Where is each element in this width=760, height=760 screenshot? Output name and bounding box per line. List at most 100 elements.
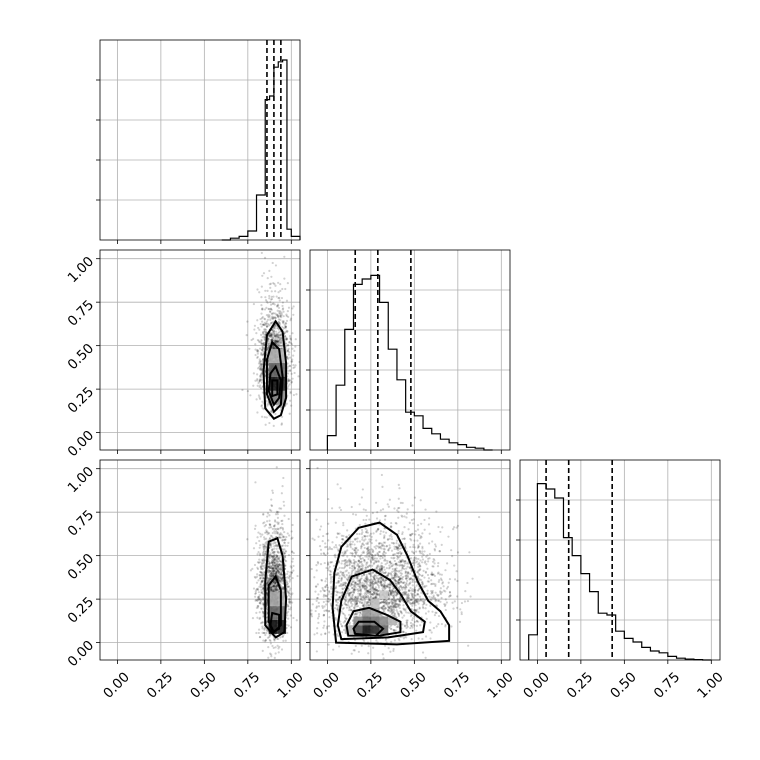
- scatter-point: [273, 586, 276, 589]
- scatter-point: [289, 587, 292, 590]
- scatter-point: [338, 544, 341, 547]
- scatter-point: [354, 551, 357, 554]
- scatter-point: [289, 390, 292, 393]
- scatter-point: [270, 321, 273, 325]
- scatter-point: [344, 581, 347, 584]
- contour-line: [265, 340, 284, 414]
- scatter-point: [397, 529, 400, 533]
- scatter-point: [388, 596, 391, 599]
- scatter-point: [371, 582, 374, 585]
- scatter-point: [290, 380, 293, 383]
- scatter-point: [372, 646, 375, 649]
- scatter-point: [259, 600, 262, 603]
- scatter-point: [413, 496, 417, 499]
- scatter-point: [276, 569, 279, 572]
- scatter-point: [275, 333, 278, 336]
- scatter-point: [351, 593, 355, 596]
- scatter-point: [399, 561, 402, 564]
- scatter-point: [389, 560, 392, 563]
- scatter-point: [268, 283, 271, 286]
- density-cell: [268, 592, 278, 607]
- scatter-point: [387, 609, 390, 612]
- scatter-point: [261, 562, 264, 565]
- scatter-point: [280, 336, 283, 340]
- scatter-point: [284, 287, 287, 291]
- scatter-point: [284, 327, 287, 330]
- scatter-point: [277, 522, 280, 526]
- scatter-point: [366, 549, 369, 552]
- scatter-point: [273, 656, 276, 659]
- scatter-point: [440, 622, 444, 626]
- scatter-point: [317, 562, 320, 565]
- scatter-point: [412, 593, 415, 596]
- scatter-point: [368, 551, 371, 554]
- scatter-point: [292, 551, 295, 555]
- scatter-point: [287, 601, 291, 604]
- scatter-point: [289, 379, 292, 382]
- scatter-point: [377, 527, 380, 530]
- scatter-point: [349, 600, 352, 603]
- scatter-point: [306, 581, 308, 583]
- scatter-point: [273, 545, 276, 548]
- scatter-point: [391, 590, 395, 593]
- scatter-point: [364, 538, 367, 541]
- scatter-point: [364, 566, 367, 569]
- scatter-point: [264, 330, 267, 334]
- scatter-point: [372, 571, 375, 574]
- scatter-point: [471, 577, 474, 580]
- scatter-point: [425, 617, 428, 620]
- scatter-point: [383, 545, 386, 548]
- scatter-point: [259, 622, 263, 625]
- scatter-point: [378, 568, 381, 571]
- scatter-point: [277, 528, 280, 531]
- scatter-point: [398, 578, 401, 581]
- scatter-point: [259, 570, 262, 574]
- scatter-point: [396, 557, 399, 560]
- scatter-point: [281, 544, 285, 547]
- scatter-point: [394, 562, 398, 566]
- scatter-point: [413, 609, 416, 612]
- scatter-point: [265, 322, 268, 325]
- scatter-point: [397, 570, 400, 573]
- scatter-point: [350, 567, 354, 570]
- scatter-point: [382, 566, 386, 569]
- scatter-point: [270, 275, 273, 278]
- scatter-point: [272, 569, 275, 572]
- scatter-point: [277, 571, 281, 574]
- scatter-point: [365, 594, 368, 597]
- scatter-point: [259, 576, 263, 579]
- scatter-point: [279, 333, 282, 337]
- scatter-point: [269, 571, 272, 574]
- scatter-point: [411, 550, 414, 553]
- scatter-point: [347, 592, 350, 595]
- scatter-point: [427, 557, 430, 560]
- scatter-point: [278, 334, 281, 337]
- scatter-point: [279, 564, 282, 567]
- scatter-point: [430, 598, 433, 602]
- scatter-point: [391, 577, 394, 580]
- scatter-point: [275, 553, 278, 557]
- scatter-point: [396, 592, 399, 595]
- scatter-point: [331, 541, 334, 544]
- scatter-point: [422, 601, 425, 604]
- scatter-point: [329, 576, 333, 579]
- scatter-point: [337, 573, 340, 576]
- scatter-point: [404, 544, 407, 547]
- panel-frame: [519, 459, 721, 661]
- scatter-point: [342, 554, 345, 557]
- scatter-point: [411, 623, 415, 626]
- scatter-point: [397, 621, 400, 624]
- scatter-point: [375, 581, 378, 584]
- scatter-point: [420, 522, 423, 525]
- scatter-point: [272, 559, 275, 562]
- scatter-point: [274, 589, 277, 592]
- scatter-point: [341, 591, 344, 594]
- scatter-point: [270, 572, 273, 575]
- scatter-point: [408, 578, 412, 581]
- scatter-point: [407, 597, 410, 600]
- scatter-point: [409, 598, 413, 602]
- scatter-point: [278, 330, 281, 334]
- scatter-point: [344, 595, 347, 599]
- scatter-point: [259, 554, 262, 557]
- scatter-point: [269, 566, 272, 569]
